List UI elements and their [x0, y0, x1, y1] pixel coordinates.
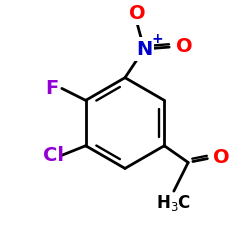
- Text: N: N: [136, 40, 152, 58]
- Text: Cl: Cl: [43, 146, 64, 165]
- Text: F: F: [46, 79, 59, 98]
- Text: +: +: [152, 32, 163, 46]
- Text: O: O: [213, 148, 230, 167]
- Text: O: O: [129, 4, 145, 23]
- Text: H$_3$C: H$_3$C: [156, 193, 192, 213]
- Text: O: O: [176, 37, 193, 56]
